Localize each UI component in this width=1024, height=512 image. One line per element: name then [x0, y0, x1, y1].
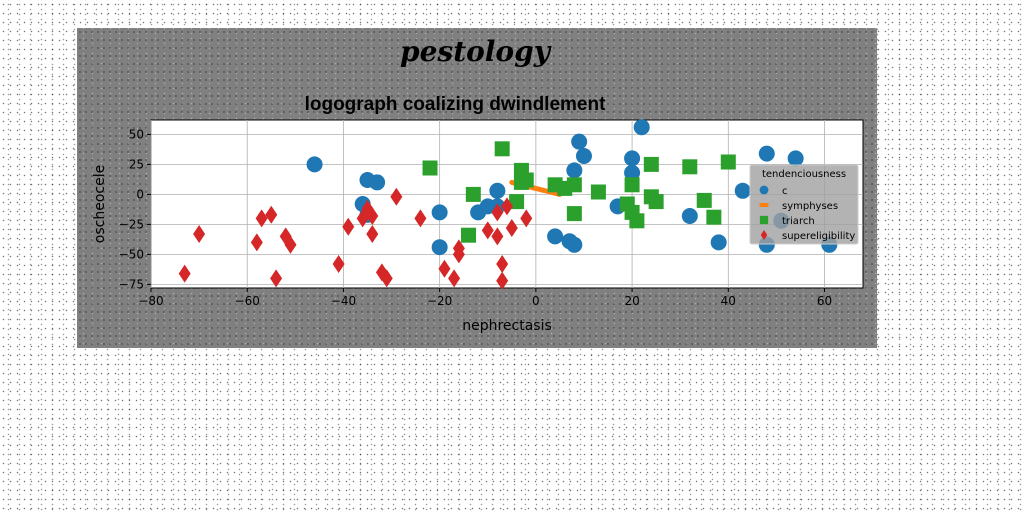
data-point [452, 245, 465, 264]
data-point [575, 148, 592, 164]
x-tick-label: −60 [235, 294, 260, 308]
data-point [431, 239, 448, 256]
data-point [491, 227, 504, 246]
data-point [566, 177, 582, 193]
data-point [513, 174, 529, 190]
x-tick-label: −20 [427, 294, 452, 308]
data-point [624, 177, 640, 193]
data-point [590, 184, 606, 200]
legend-marker [759, 215, 769, 225]
x-tick-label: 0 [532, 294, 540, 308]
legend-label: triarch [782, 216, 815, 227]
data-point [448, 269, 461, 288]
data-point [414, 209, 427, 228]
x-tick-label: 40 [721, 294, 736, 308]
data-point [734, 182, 751, 199]
data-point [520, 209, 533, 228]
data-point [624, 150, 641, 167]
data-point [366, 207, 379, 225]
y-tick-label: 50 [129, 127, 144, 141]
data-point [633, 119, 650, 136]
data-point [706, 209, 722, 225]
data-point [720, 154, 736, 170]
x-tick-label: −40 [331, 294, 356, 308]
data-point [270, 269, 283, 288]
series-supereligibility [178, 187, 533, 290]
data-point [489, 182, 506, 199]
data-points [178, 119, 838, 290]
legend-label: symphyses [782, 201, 838, 212]
data-point [496, 271, 509, 290]
data-point [306, 156, 323, 173]
data-point [648, 194, 664, 210]
data-point [342, 217, 355, 236]
legend: tendenciousness c symphyses triarch superel… [749, 164, 859, 245]
data-point [390, 187, 403, 206]
data-point [624, 164, 641, 181]
x-tick-label: 60 [817, 294, 832, 308]
data-point [696, 192, 712, 208]
data-point [422, 160, 438, 176]
data-point [547, 228, 564, 245]
data-point [629, 213, 645, 229]
data-point [438, 259, 451, 278]
data-point [494, 141, 510, 157]
data-point [284, 235, 297, 254]
grid-lines [150, 120, 863, 288]
y-axis-label: oscheocele [92, 165, 108, 243]
data-point [758, 145, 775, 162]
data-point [566, 206, 582, 222]
data-point [682, 159, 698, 175]
data-point [710, 234, 727, 251]
legend-box [749, 164, 859, 245]
x-tick-label: −80 [138, 294, 163, 308]
data-point [501, 197, 513, 216]
data-point [265, 205, 278, 224]
brand-logo: pestology [400, 35, 552, 68]
data-point [255, 209, 268, 228]
data-point [571, 133, 588, 150]
data-point [566, 236, 583, 253]
data-point [496, 255, 509, 273]
data-point [787, 150, 804, 167]
data-point [505, 219, 518, 237]
scatter-chart: pestology logograph coalizing dwindlemen… [92, 35, 864, 334]
x-tick-label: 20 [624, 294, 639, 308]
data-point [465, 186, 481, 202]
data-point [366, 225, 379, 243]
axis-ticks: −80 −60 −40 −20 0 20 40 60 50 25 0 −25 −50 −75 [119, 127, 832, 308]
legend-label: c [782, 186, 788, 197]
chart-title: logograph coalizing dwindlement [305, 94, 607, 115]
data-point [193, 225, 206, 243]
data-point [250, 233, 263, 252]
legend-items: c symphyses triarch supereligibility [759, 185, 855, 242]
legend-title: tendenciousness [762, 169, 846, 180]
y-tick-label: −50 [119, 247, 144, 261]
chart-panel: pestology logograph coalizing dwindlemen… [77, 28, 877, 348]
data-point [566, 162, 583, 179]
y-tick-label: −25 [119, 217, 144, 231]
data-point [461, 227, 477, 243]
data-point [380, 269, 393, 288]
data-point [332, 255, 345, 273]
data-point [681, 208, 698, 224]
x-axis-label: nephrectasis [462, 318, 552, 334]
data-point [369, 174, 386, 191]
data-point [178, 264, 191, 283]
data-point [431, 204, 448, 221]
y-tick-label: 25 [129, 157, 144, 171]
y-tick-label: 0 [136, 187, 144, 201]
y-tick-label: −75 [119, 277, 144, 291]
legend-label: supereligibility [782, 231, 855, 242]
data-point [643, 156, 659, 172]
data-point [491, 203, 504, 222]
series-triarch [422, 141, 736, 243]
legend-marker [759, 185, 769, 195]
legend-marker [760, 230, 768, 240]
data-point [481, 221, 494, 240]
data-point [509, 194, 525, 210]
